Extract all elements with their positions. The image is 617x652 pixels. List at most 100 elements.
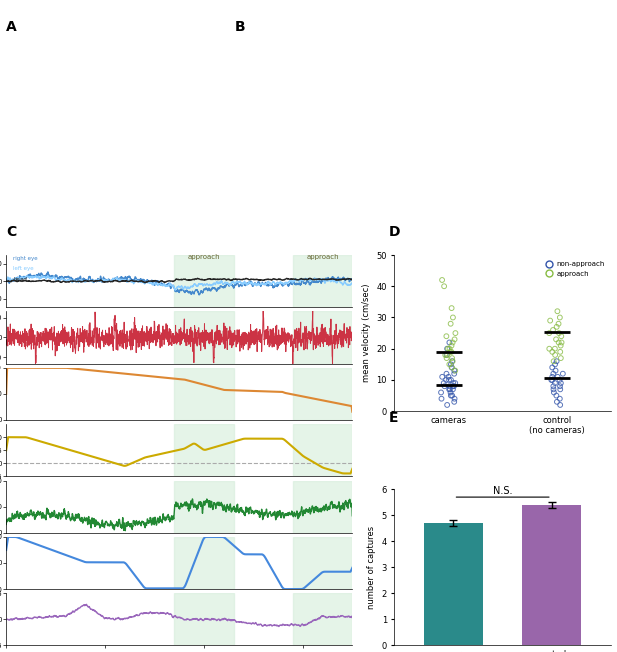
Point bbox=[557, 337, 566, 348]
Point bbox=[548, 325, 558, 335]
Point bbox=[557, 331, 566, 342]
Point bbox=[549, 381, 558, 391]
Point bbox=[442, 400, 452, 410]
Bar bbox=[174, 368, 234, 420]
Bar bbox=[174, 593, 234, 645]
Point bbox=[439, 281, 449, 291]
Point bbox=[448, 312, 458, 323]
Text: approach: approach bbox=[188, 254, 220, 260]
Bar bbox=[174, 481, 234, 533]
Point bbox=[450, 334, 460, 344]
Point bbox=[442, 349, 452, 360]
Bar bbox=[424, 523, 483, 645]
Point bbox=[444, 384, 454, 394]
Point bbox=[554, 328, 564, 338]
Text: right eye: right eye bbox=[13, 256, 38, 261]
Bar bbox=[174, 312, 234, 364]
Point bbox=[555, 347, 565, 357]
Point bbox=[450, 378, 460, 389]
Point bbox=[555, 312, 565, 323]
Point bbox=[547, 375, 557, 385]
Point bbox=[555, 381, 565, 391]
Point bbox=[444, 359, 454, 370]
Point bbox=[446, 359, 456, 370]
Point bbox=[441, 349, 450, 360]
Point bbox=[442, 353, 452, 363]
Point bbox=[436, 387, 446, 398]
Text: A: A bbox=[6, 20, 17, 33]
Point bbox=[447, 303, 457, 314]
Point bbox=[450, 394, 460, 404]
Point bbox=[545, 316, 555, 326]
Bar bbox=[293, 481, 352, 533]
Point bbox=[444, 381, 454, 391]
Point bbox=[447, 340, 457, 351]
Point bbox=[439, 378, 449, 389]
Point bbox=[552, 306, 562, 316]
Point bbox=[444, 337, 454, 348]
Point bbox=[552, 391, 561, 401]
Point bbox=[448, 384, 458, 394]
Point bbox=[445, 319, 455, 329]
Point bbox=[556, 353, 566, 363]
Bar bbox=[174, 424, 234, 477]
Text: C: C bbox=[6, 225, 17, 239]
Point bbox=[556, 378, 566, 389]
Point bbox=[555, 394, 565, 404]
Y-axis label: mean velocity (cm/sec): mean velocity (cm/sec) bbox=[362, 284, 371, 382]
Point bbox=[446, 391, 456, 401]
Point bbox=[552, 321, 561, 332]
Point bbox=[552, 356, 561, 366]
Point bbox=[555, 375, 565, 385]
Point bbox=[550, 365, 560, 376]
Bar bbox=[293, 312, 352, 364]
Point bbox=[447, 363, 457, 373]
Point bbox=[549, 384, 558, 394]
Point bbox=[448, 356, 458, 366]
Point bbox=[449, 368, 459, 379]
Point bbox=[549, 387, 559, 398]
Bar bbox=[174, 537, 234, 589]
Point bbox=[547, 363, 557, 373]
Point bbox=[446, 375, 456, 385]
Point bbox=[549, 356, 558, 366]
Point bbox=[449, 378, 458, 389]
Bar bbox=[293, 593, 352, 645]
Point bbox=[550, 378, 560, 389]
Text: N.S.: N.S. bbox=[493, 486, 512, 496]
Bar bbox=[293, 537, 352, 589]
Text: head: head bbox=[13, 277, 27, 282]
Legend: non-approach, approach: non-approach, approach bbox=[544, 258, 607, 280]
Point bbox=[445, 387, 455, 398]
Text: B: B bbox=[234, 20, 245, 33]
Point bbox=[439, 381, 449, 391]
Point bbox=[553, 319, 563, 329]
Point bbox=[549, 368, 558, 379]
Point bbox=[441, 375, 451, 385]
Point bbox=[449, 381, 458, 391]
Point bbox=[555, 400, 565, 410]
Point bbox=[547, 347, 557, 357]
Point bbox=[550, 349, 560, 360]
Point bbox=[442, 344, 452, 354]
Point bbox=[552, 396, 562, 407]
Point bbox=[555, 384, 565, 394]
Bar bbox=[174, 255, 234, 307]
Bar bbox=[523, 505, 581, 645]
Point bbox=[448, 337, 458, 348]
Text: E: E bbox=[389, 411, 398, 424]
Point bbox=[547, 375, 557, 385]
Point bbox=[553, 337, 563, 348]
Point bbox=[441, 331, 451, 342]
Point bbox=[450, 328, 460, 338]
Text: D: D bbox=[389, 225, 400, 239]
Point bbox=[450, 365, 460, 376]
Point bbox=[558, 368, 568, 379]
Y-axis label: number of captures: number of captures bbox=[367, 526, 376, 609]
Point bbox=[442, 349, 452, 360]
Point bbox=[447, 363, 457, 373]
Point bbox=[544, 328, 554, 338]
Point bbox=[445, 347, 455, 357]
Point bbox=[447, 356, 457, 366]
Point bbox=[550, 359, 560, 370]
